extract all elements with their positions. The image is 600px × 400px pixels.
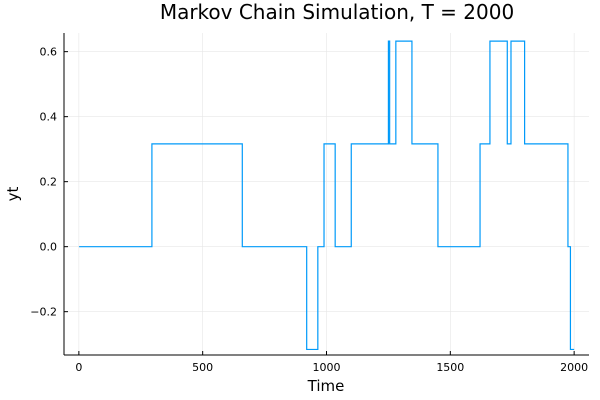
y-tick-label: −0.2 [30,306,57,319]
x-axis-title: Time [307,377,345,395]
ticks: 0 500 1000 1500 2000 −0.2 0.0 0.2 0.4 0.6 [30,46,588,374]
y-tick-label: 0.6 [40,46,58,59]
y-axis-title: yt [4,187,22,202]
y-tick-label: 0.2 [40,176,58,189]
series-line-0 [79,40,575,351]
x-tick-label: 500 [192,361,213,374]
y-tick-label: 0.0 [40,241,58,254]
chart-title: Markov Chain Simulation, T = 2000 [160,0,514,24]
x-tick-label: 1500 [436,361,464,374]
x-tick-label: 0 [75,361,82,374]
y-tick-label: 0.4 [40,111,58,124]
series-layer [79,40,575,351]
x-tick-label: 2000 [560,361,588,374]
x-tick-label: 1000 [313,361,341,374]
